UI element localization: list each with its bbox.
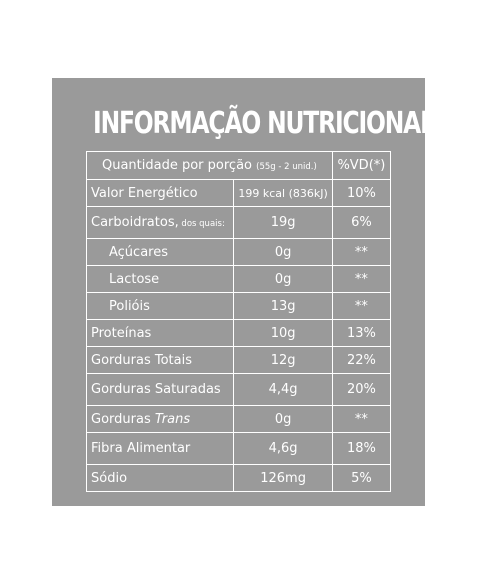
nutrient-label: Açúcares <box>109 244 168 260</box>
nutrient-label-italic: Trans <box>154 411 191 427</box>
nutrient-vd: ** <box>331 405 392 433</box>
nutrient-name: Carboidratos, dos quais: <box>85 206 235 239</box>
nutrient-label: Polióis <box>109 298 150 314</box>
nutrient-quantity: 4,4g <box>233 373 333 406</box>
nutrient-name: Proteínas <box>85 319 235 347</box>
table-row: Lactose 0g ** <box>85 265 392 293</box>
nutrient-name: Sódio <box>85 464 235 492</box>
nutrient-label: Valor Energético <box>91 185 198 201</box>
table-row: Gorduras Trans 0g ** <box>85 405 392 433</box>
table-header-row: Quantidade por porção (55g - 2 unid.) %V… <box>86 151 392 180</box>
table-row: Gorduras Totais 12g 22% <box>85 346 392 374</box>
vd-header: %VD(*) <box>331 151 392 180</box>
table-row: Carboidratos, dos quais: 19g 6% <box>85 206 392 239</box>
nutrient-name: Açúcares <box>85 238 235 266</box>
panel-title: INFORMAÇÃO NUTRICIONAL <box>93 106 435 141</box>
nutrient-quantity: 0g <box>233 265 333 293</box>
nutrient-name: Polióis <box>85 292 235 320</box>
table-row: Valor Energético 199 kcal (836kJ) 10% <box>85 179 392 207</box>
nutrient-label: Gorduras Saturadas <box>91 382 221 397</box>
nutrient-name: Gorduras Totais <box>85 346 235 374</box>
nutrient-name: Lactose <box>85 265 235 293</box>
portion-note: (55g - 2 unid.) <box>256 162 317 172</box>
nutrient-quantity: 10g <box>233 319 333 347</box>
nutrient-vd: ** <box>331 292 392 320</box>
nutrition-table: Quantidade por porção (55g - 2 unid.) %V… <box>85 151 392 492</box>
nutrient-label: Fibra Alimentar <box>91 441 191 456</box>
nutrient-name: Gorduras Trans <box>85 405 235 433</box>
nutrient-vd: 18% <box>331 432 392 465</box>
nutrient-vd: ** <box>331 238 392 266</box>
table-row: Fibra Alimentar 4,6g 18% <box>85 432 392 465</box>
portion-header: Quantidade por porção (55g - 2 unid.) <box>86 151 333 180</box>
table-row: Polióis 13g ** <box>85 292 392 320</box>
nutrient-label: Lactose <box>109 271 160 287</box>
nutrient-quantity: 12g <box>233 346 333 374</box>
nutrient-vd: 22% <box>331 346 392 374</box>
nutrient-label: Gorduras Totais <box>91 352 192 368</box>
nutrient-vd: 5% <box>331 464 392 492</box>
nutrient-vd: 6% <box>331 206 392 239</box>
nutrient-vd: 13% <box>331 319 392 347</box>
nutrient-label: Sódio <box>91 470 128 486</box>
nutrient-quantity: 13g <box>233 292 333 320</box>
nutrient-name: Fibra Alimentar <box>85 432 235 465</box>
nutrient-name: Gorduras Saturadas <box>85 373 235 406</box>
nutrient-quantity: 0g <box>233 238 333 266</box>
nutrient-label: Proteínas <box>91 325 152 341</box>
table-row: Açúcares 0g ** <box>85 238 392 266</box>
nutrient-vd: ** <box>331 265 392 293</box>
table-row: Proteínas 10g 13% <box>85 319 392 347</box>
nutrient-quantity: 4,6g <box>233 432 333 465</box>
nutrient-note: dos quais: <box>178 219 225 229</box>
nutrient-quantity: 19g <box>233 206 333 239</box>
nutrient-quantity: 0g <box>233 405 333 433</box>
table-row: Gorduras Saturadas 4,4g 20% <box>85 373 392 406</box>
nutrient-label: Carboidratos, <box>91 215 179 230</box>
nutrient-quantity: 199 kcal (836kJ) <box>233 179 333 207</box>
nutrient-vd: 20% <box>331 373 392 406</box>
nutrition-panel: INFORMAÇÃO NUTRICIONAL Quantidade por po… <box>52 78 435 506</box>
nutrient-quantity: 126mg <box>233 464 333 492</box>
nutrient-name: Valor Energético <box>85 179 235 207</box>
portion-label: Quantidade por porção <box>101 158 252 173</box>
nutrient-vd: 10% <box>331 179 392 207</box>
table-row: Sódio 126mg 5% <box>85 464 392 492</box>
nutrient-label: Gorduras <box>91 411 155 427</box>
